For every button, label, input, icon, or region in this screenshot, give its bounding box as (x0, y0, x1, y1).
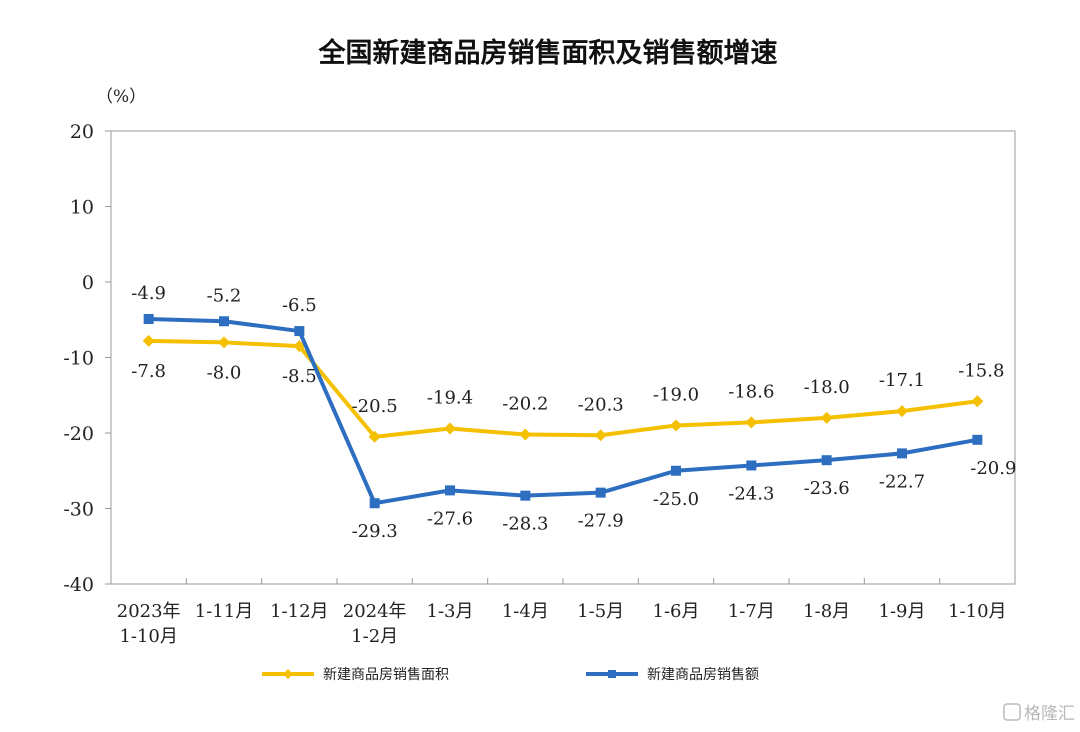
watermark: 格隆汇 (1003, 703, 1075, 724)
diamond-marker (745, 416, 758, 429)
legend-label: 新建商品房销售额 (647, 667, 759, 683)
x-tick-label: 1-3月 (427, 601, 474, 622)
data-label: -15.8 (958, 360, 1004, 381)
diamond-marker (519, 428, 532, 441)
data-label: -23.6 (804, 478, 850, 499)
x-tick-label: 1-2月 (351, 626, 398, 647)
data-label: -29.3 (352, 521, 398, 542)
x-tick-label: 2023年 (117, 601, 181, 622)
diamond-marker (293, 340, 306, 353)
x-tick-label: 1-12月 (270, 601, 328, 622)
diamond-marker (896, 405, 908, 418)
series-lines (142, 313, 984, 509)
x-tick-label: 2024年 (343, 601, 407, 622)
square-marker (595, 487, 606, 498)
diamond-marker (670, 419, 682, 432)
data-label: -18.6 (728, 381, 774, 402)
y-axis-unit: （%） (96, 87, 146, 107)
data-label: -20.3 (578, 394, 624, 415)
square-marker (608, 670, 616, 678)
x-tick-label: 1-5月 (577, 601, 624, 622)
diamond-marker (820, 411, 833, 424)
diamond-marker (283, 669, 293, 679)
legend: 新建商品房销售面积 新建商品房销售额 (262, 667, 759, 683)
data-label: -20.5 (352, 396, 398, 417)
square-marker (219, 316, 229, 327)
diamond-marker (594, 429, 607, 442)
square-marker (972, 434, 983, 445)
y-tick-label: 20 (70, 121, 94, 143)
data-label: -18.0 (804, 377, 850, 398)
data-labels: -7.8 -8.0 -8.5 -20.5 -19.4 -20.2 -20.3 -19.0 -18… (131, 283, 1016, 542)
data-label: -7.8 (131, 361, 166, 382)
data-label: -8.5 (282, 366, 317, 387)
diamond-marker (368, 430, 381, 443)
square-marker (294, 326, 305, 337)
x-tick-label: 1-4月 (502, 601, 549, 622)
series-line (148, 338, 978, 439)
data-label: -27.6 (427, 508, 473, 529)
data-label: -19.4 (427, 387, 473, 408)
y-tick-label: 10 (70, 197, 94, 219)
diamond-marker (444, 422, 456, 435)
data-label: -22.7 (879, 471, 925, 492)
legend-label: 新建商品房销售面积 (323, 667, 449, 683)
x-tick-label: 1-11月 (195, 601, 253, 622)
chart-title: 全国新建商品房销售面积及销售额增速 (318, 37, 778, 69)
diamond-marker (218, 336, 230, 349)
x-tick-label: 1-8月 (803, 601, 850, 622)
x-tick-label: 1-10月 (119, 626, 177, 647)
data-label: -8.0 (207, 362, 242, 383)
data-label: -27.9 (578, 511, 624, 532)
watermark-logo-icon (1003, 703, 1021, 721)
axes: 20 10 0 -10 -20 -30 -40 2023年 1-10月 1-11月 1-12月 202… (63, 121, 1006, 647)
data-label: -6.5 (282, 295, 317, 316)
data-label: -28.3 (502, 514, 548, 535)
square-marker (143, 313, 154, 324)
y-tick-label: -10 (63, 348, 94, 370)
watermark-text: 格隆汇 (1024, 704, 1075, 724)
plot-frame (110, 130, 1016, 585)
data-label: -4.9 (131, 283, 166, 304)
square-marker (445, 485, 455, 496)
x-tick-label: 1-6月 (653, 601, 700, 622)
legend-item: 新建商品房销售面积 (262, 667, 449, 683)
y-tick-label: 0 (82, 272, 94, 294)
x-tick-label: 1-7月 (728, 601, 775, 622)
square-marker (671, 465, 681, 476)
legend-item: 新建商品房销售额 (586, 667, 759, 683)
square-marker (520, 490, 531, 501)
x-tick-label: 1-9月 (879, 601, 926, 622)
diamond-marker (142, 334, 155, 347)
series-1 (143, 313, 983, 509)
y-tick-label: -30 (63, 499, 94, 521)
data-label: -17.1 (879, 370, 925, 391)
data-label: -20.2 (502, 394, 548, 415)
square-marker (746, 460, 757, 471)
square-marker (897, 448, 907, 459)
y-tick-label: -40 (63, 574, 94, 596)
square-marker (821, 455, 832, 466)
series-line (148, 316, 978, 506)
series-0 (142, 334, 984, 443)
data-label: -24.3 (728, 483, 774, 504)
data-label: -5.2 (207, 285, 242, 306)
data-label: -20.9 (970, 458, 1016, 479)
diamond-marker (971, 395, 984, 408)
y-tick-label: -20 (63, 423, 94, 445)
data-label: -19.0 (653, 384, 699, 405)
data-label: -25.0 (653, 489, 699, 510)
square-marker (369, 498, 380, 509)
x-tick-label: 1-10月 (948, 601, 1006, 622)
